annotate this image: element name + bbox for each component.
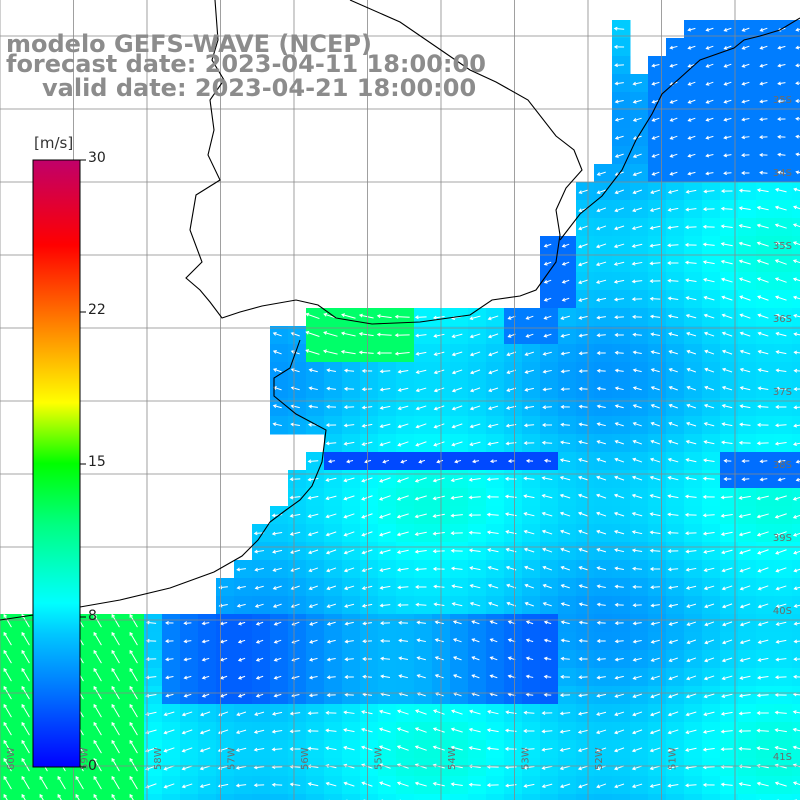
colorbar-tick-15: 15 xyxy=(88,454,106,470)
colorbar-tick-8: 8 xyxy=(88,608,97,624)
longitude-label: 51W xyxy=(668,747,679,770)
latitude-label: 35S xyxy=(773,241,792,252)
longitude-label: 59W xyxy=(80,747,91,770)
latitude-label: 37S xyxy=(773,387,792,398)
title-valid-date: valid date: 2023-04-21 18:00:00 xyxy=(42,74,477,102)
longitude-label: 52W xyxy=(594,747,605,770)
colorbar-tick-30: 30 xyxy=(88,150,106,166)
title-model: modelo GEFS-WAVE (NCEP) xyxy=(6,30,372,58)
longitude-label: 57W xyxy=(227,747,238,770)
latitude-label: 34S xyxy=(773,168,792,179)
longitude-label: 53W xyxy=(521,747,532,770)
latitude-label: 39S xyxy=(773,533,792,544)
colorbar-gradient xyxy=(32,159,81,768)
latitude-label: 40S xyxy=(773,606,792,617)
latitude-labels: 35S 34S 35S 36S 37S 38S 39S 40S 41S xyxy=(773,95,792,763)
colorbar-unit: [m/s] xyxy=(34,134,74,152)
colorbar xyxy=(32,159,86,768)
title-forecast-date: forecast date: 2023-04-11 18:00:00 xyxy=(6,50,486,78)
latitude-label: 35S xyxy=(773,95,792,106)
colorbar-tick-0: 0 xyxy=(88,758,97,774)
longitude-labels: 60W 59W 58W 57W 56W 55W 54W 53W 52W 51W xyxy=(6,747,679,770)
longitude-label: 54W xyxy=(447,747,458,770)
latitude-label: 41S xyxy=(773,752,792,763)
longitude-label: 55W xyxy=(374,747,385,770)
coastline xyxy=(0,0,800,621)
latitude-label: 38S xyxy=(773,460,792,471)
longitude-label: 56W xyxy=(300,747,311,770)
colorbar-tick-22: 22 xyxy=(88,302,106,318)
latitude-label: 36S xyxy=(773,314,792,325)
longitude-label: 58W xyxy=(153,747,164,770)
longitude-label: 60W xyxy=(6,747,17,770)
